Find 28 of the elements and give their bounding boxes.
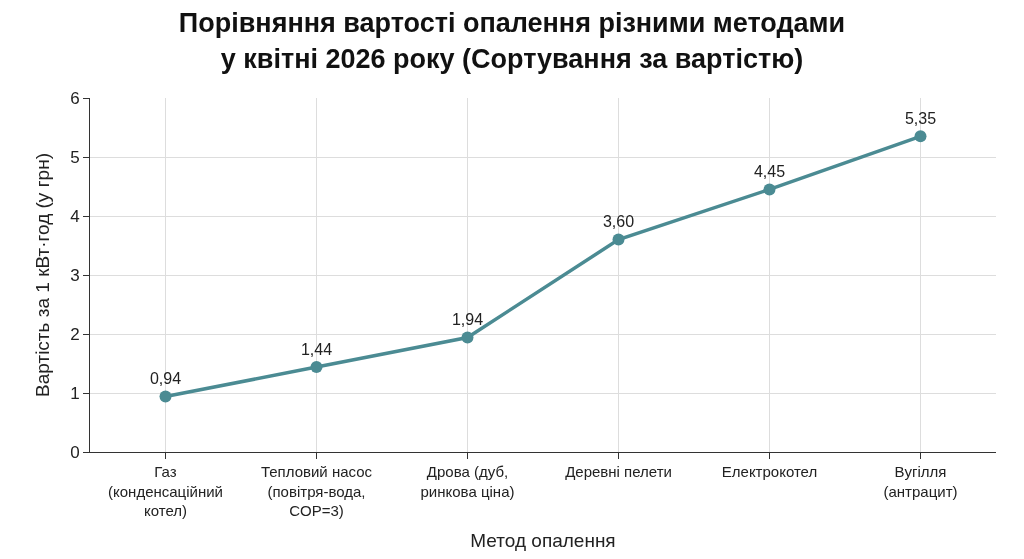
x-tick-label: Вугілля (антрацит) [883, 463, 958, 500]
y-tick-label: 6 [70, 88, 80, 108]
y-tick-label: 5 [70, 147, 80, 167]
data-label: 4,45 [753, 162, 786, 180]
chart-title: Порівняння вартості опалення різними методами у квітні 2026 року (Сортування за вартістю) [178, 8, 846, 74]
point [914, 130, 927, 143]
data-label: 5,35 [904, 109, 937, 127]
x-tick-label: Деревні пелети [565, 463, 672, 480]
data-label: 1,94 [451, 311, 484, 329]
y-tick-label: 1 [70, 383, 80, 403]
y-tick-label: 3 [70, 265, 80, 285]
data-label: 3,60 [602, 213, 635, 231]
y-tick-label: 0 [70, 442, 80, 462]
point [612, 233, 625, 246]
x-tick-label: Тепловий насос (повітря-вода, COP=3) [260, 463, 373, 519]
point [159, 390, 172, 403]
data-label: 0,94 [149, 370, 182, 388]
point [763, 183, 776, 196]
data-label: 1,44 [300, 340, 333, 358]
y-axis-title: Вартість за 1 кВт·год (у грн) [31, 153, 53, 397]
x-axis-title: Метод опалення [470, 529, 616, 551]
point [310, 361, 323, 374]
y-tick-label: 2 [70, 324, 80, 344]
y-tick-label: 4 [70, 206, 80, 226]
point [461, 331, 474, 344]
x-tick-label: Електрокотел [721, 463, 818, 480]
x-tick-label: Дрова (дуб, ринкова ціна) [420, 463, 515, 500]
x-tick-label: Газ (конденсаційний котел) [108, 463, 223, 519]
